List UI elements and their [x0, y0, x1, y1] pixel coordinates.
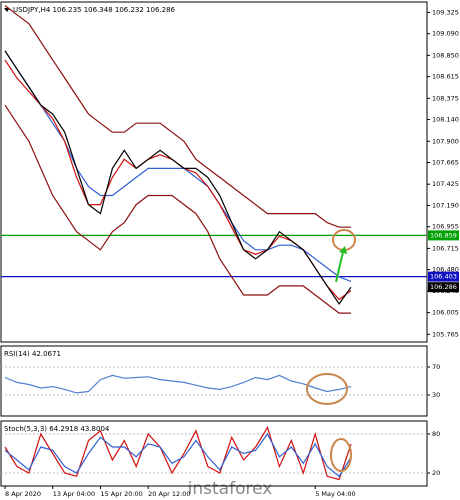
price-label-box [428, 271, 459, 282]
series-line [4, 104, 351, 314]
y-tick-label: 109.325 [432, 8, 459, 16]
price-label: 106.403 [430, 273, 457, 281]
y-tick-label: 80 [432, 430, 440, 438]
panel-frame [0, 345, 428, 417]
y-tick-label: 108.615 [432, 73, 459, 81]
series-line [4, 374, 352, 394]
y-tick-label: 106.715 [432, 244, 459, 252]
panel-frame [0, 420, 428, 487]
y-tick-label: 106.005 [432, 309, 459, 317]
series-line [4, 426, 352, 481]
y-tick-label: 70 [432, 363, 440, 371]
price-label: 106.286 [430, 283, 457, 291]
x-tick-label: 20 Apr 12:00 [148, 490, 190, 498]
panel-title: RSI(14) 42.0671 [4, 350, 61, 358]
y-tick-label: 108.375 [432, 94, 459, 102]
series-line [4, 5, 351, 228]
y-tick-label: 107.190 [432, 201, 459, 209]
y-tick-label: 20 [432, 469, 440, 477]
annotation-arrowhead [339, 246, 347, 254]
annotation-arrow [335, 251, 344, 283]
y-tick-label: 108.140 [432, 116, 459, 124]
x-tick-label: 5 May 04:00 [315, 490, 355, 498]
x-tick-label: 8 Apr 2020 [5, 490, 41, 498]
panel-title: USDJPY,H4 106.235 106.348 106.232 106.28… [13, 6, 176, 14]
x-tick-label: 15 Apr 20:00 [100, 490, 142, 498]
y-tick-label: 105.765 [432, 330, 459, 338]
annotation-circle [330, 438, 352, 472]
y-tick-label: 107.900 [432, 137, 459, 145]
y-tick-label: 106.955 [432, 223, 459, 231]
watermark: instaforex [188, 479, 273, 499]
x-tick-label: 13 Apr 04:00 [53, 490, 95, 498]
series-line [4, 432, 352, 478]
annotation-circle [306, 373, 348, 405]
price-label-box [428, 282, 459, 293]
price-label-box [428, 230, 459, 241]
y-tick-label: 106.480 [432, 266, 459, 274]
y-tick-label: 30 [432, 391, 440, 399]
price-label: 106.859 [430, 231, 457, 239]
series-line [4, 50, 352, 306]
y-tick-label: 108.850 [432, 51, 459, 59]
y-tick-label: 109.090 [432, 30, 459, 38]
y-tick-label: 107.425 [432, 180, 459, 188]
panel-frame [0, 1, 428, 343]
panel-title: Stoch(5,3,3) 64.2918 43.8004 [4, 425, 110, 433]
y-tick-label: 107.665 [432, 159, 459, 167]
